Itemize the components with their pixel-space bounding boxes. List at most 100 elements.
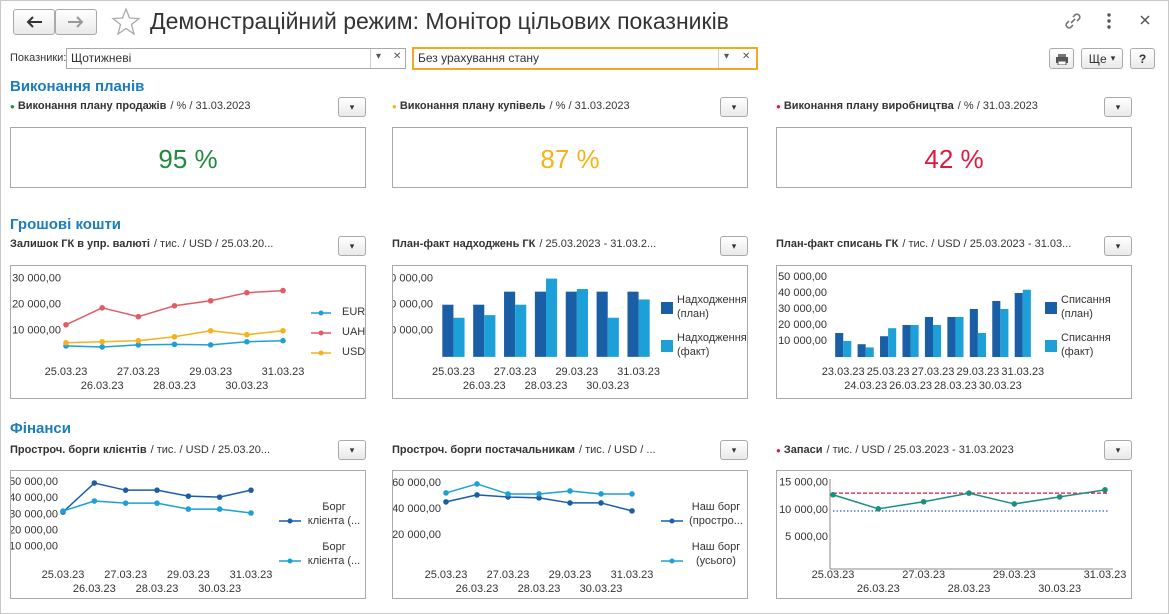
point [920, 498, 927, 505]
favorite-star[interactable] [110, 6, 142, 38]
x-tick-label: 28.03.23 [934, 380, 977, 392]
point [1102, 487, 1108, 493]
point [830, 491, 836, 498]
x-tick-label: 26.03.23 [463, 380, 506, 392]
chart: 5 000,00 10 000,00 15 000,00 25.03.2326.03.… [779, 477, 1126, 595]
point [91, 498, 98, 504]
x-tick-label: 27.03.23 [902, 569, 945, 581]
section-title: Фінанси [10, 420, 71, 437]
x-tick-label: 31.03.23 [262, 366, 305, 378]
point [216, 506, 223, 512]
menu-button[interactable]: ▾ [720, 236, 748, 256]
more-button[interactable]: Ще ▾ [1081, 48, 1123, 69]
help-label: ? [1138, 51, 1147, 66]
bar [955, 316, 964, 358]
point [154, 487, 160, 493]
panel-title: ● Виконання плану купівель / % / 31.03.202… [392, 100, 630, 112]
point [244, 331, 250, 338]
chart: 10 000,00 20 000,00 30 000,00 25.03.23 26.03… [393, 273, 673, 392]
print-button[interactable] [1049, 48, 1074, 69]
point [91, 480, 98, 486]
legend-label: Борг клієнта (... [307, 541, 361, 567]
x-tick-label: 26.03.23 [857, 583, 900, 595]
menu-button[interactable]: ▾ [1104, 97, 1132, 117]
link-icon[interactable] [1062, 10, 1084, 32]
period-value: Щотижневі [71, 51, 132, 65]
menu-button[interactable]: ▾ [1104, 236, 1132, 256]
state-controls[interactable]: ▾ ✕ [718, 49, 757, 68]
forward-icon [68, 16, 84, 28]
menu-button[interactable]: ▾ [720, 97, 748, 117]
menu-button[interactable]: ▾ [338, 97, 366, 117]
menu-icon[interactable] [1102, 10, 1116, 32]
chart: 10 000,00 20 000,00 30 000,00 25.03.23 26.03… [12, 273, 331, 392]
point [536, 495, 542, 501]
legend-dot [318, 330, 324, 336]
point [63, 339, 69, 346]
window-title: Демонстраційний режим: Монітор цільових … [150, 8, 729, 34]
bar [607, 317, 619, 357]
title-dot: ● [776, 446, 781, 455]
chart: 10 000,00 20 000,00 30 000,00 40 000,00 50 0… [11, 476, 301, 595]
title-details: / тис. / USD / 25.03.20... [150, 444, 271, 456]
point [60, 508, 66, 514]
bar [857, 344, 866, 358]
x-tick-label: 28.03.23 [518, 583, 561, 595]
x-tick-label: 31.03.23 [1001, 366, 1044, 378]
y-tick-label: 30 000,00 [778, 303, 827, 315]
point [474, 492, 480, 498]
forward-button[interactable] [55, 9, 97, 35]
menu-button[interactable]: ▾ [720, 440, 748, 460]
chart-panel: 10 000,00 20 000,00 30 000,00 25.03.23 26.03… [392, 265, 748, 399]
print-icon [1055, 53, 1068, 65]
back-button[interactable] [13, 9, 55, 35]
x-tick-label: 30.03.23 [225, 380, 268, 392]
legend-dot [287, 558, 293, 564]
y-tick-label: 40 000,00 [778, 287, 827, 299]
help-button[interactable]: ? [1130, 48, 1155, 69]
point [154, 500, 160, 506]
bar [453, 317, 465, 357]
period-input[interactable]: Щотижневі [66, 48, 406, 69]
bar [596, 291, 608, 357]
point [216, 494, 223, 500]
point [598, 491, 604, 497]
legend-swatch [1045, 302, 1057, 314]
chart-panel: 10 000,00 20 000,00 30 000,00 40 000,00 50 0… [10, 470, 366, 599]
bar [910, 325, 919, 358]
legend-label: Борг клієнта (... [307, 501, 361, 527]
legend-dot [318, 350, 324, 356]
y-tick-label: 10 000,00 [778, 335, 827, 347]
chart: 20 000,00 40 000,00 60 000,00 25.03.23 26.03… [393, 477, 683, 595]
point [207, 297, 214, 304]
menu-button[interactable]: ▾ [338, 440, 366, 460]
close-icon[interactable] [1137, 12, 1153, 28]
state-input[interactable]: Без урахування стану [412, 47, 758, 70]
bar [442, 304, 454, 357]
point [171, 333, 178, 340]
section-title: Грошові кошти [10, 216, 122, 233]
point [505, 491, 511, 497]
bar [880, 336, 889, 358]
bar [992, 300, 1001, 358]
point [135, 313, 142, 320]
menu-button[interactable]: ▾ [338, 236, 366, 256]
menu-button[interactable]: ▾ [1104, 440, 1132, 460]
point [171, 341, 178, 348]
period-controls[interactable]: ▾ ✕ [370, 49, 407, 68]
point [63, 321, 69, 328]
point [99, 344, 105, 350]
legend-dot [669, 518, 675, 524]
bar [504, 291, 516, 357]
x-tick-label: 29.03.23 [555, 366, 598, 378]
point [280, 327, 286, 334]
point [966, 490, 972, 496]
chart-panel: 20 000,00 40 000,00 60 000,00 25.03.23 26.03… [392, 470, 748, 599]
title-details: / тис. / USD / 25.03.2023 - 31.03... [902, 238, 1072, 250]
x-tick-label: 26.03.23 [81, 380, 124, 392]
filter-label: Показники: [10, 52, 67, 64]
point [280, 287, 286, 294]
kpi-value: 42 % [924, 144, 984, 174]
legend-label: Надходження (план) [677, 294, 747, 320]
